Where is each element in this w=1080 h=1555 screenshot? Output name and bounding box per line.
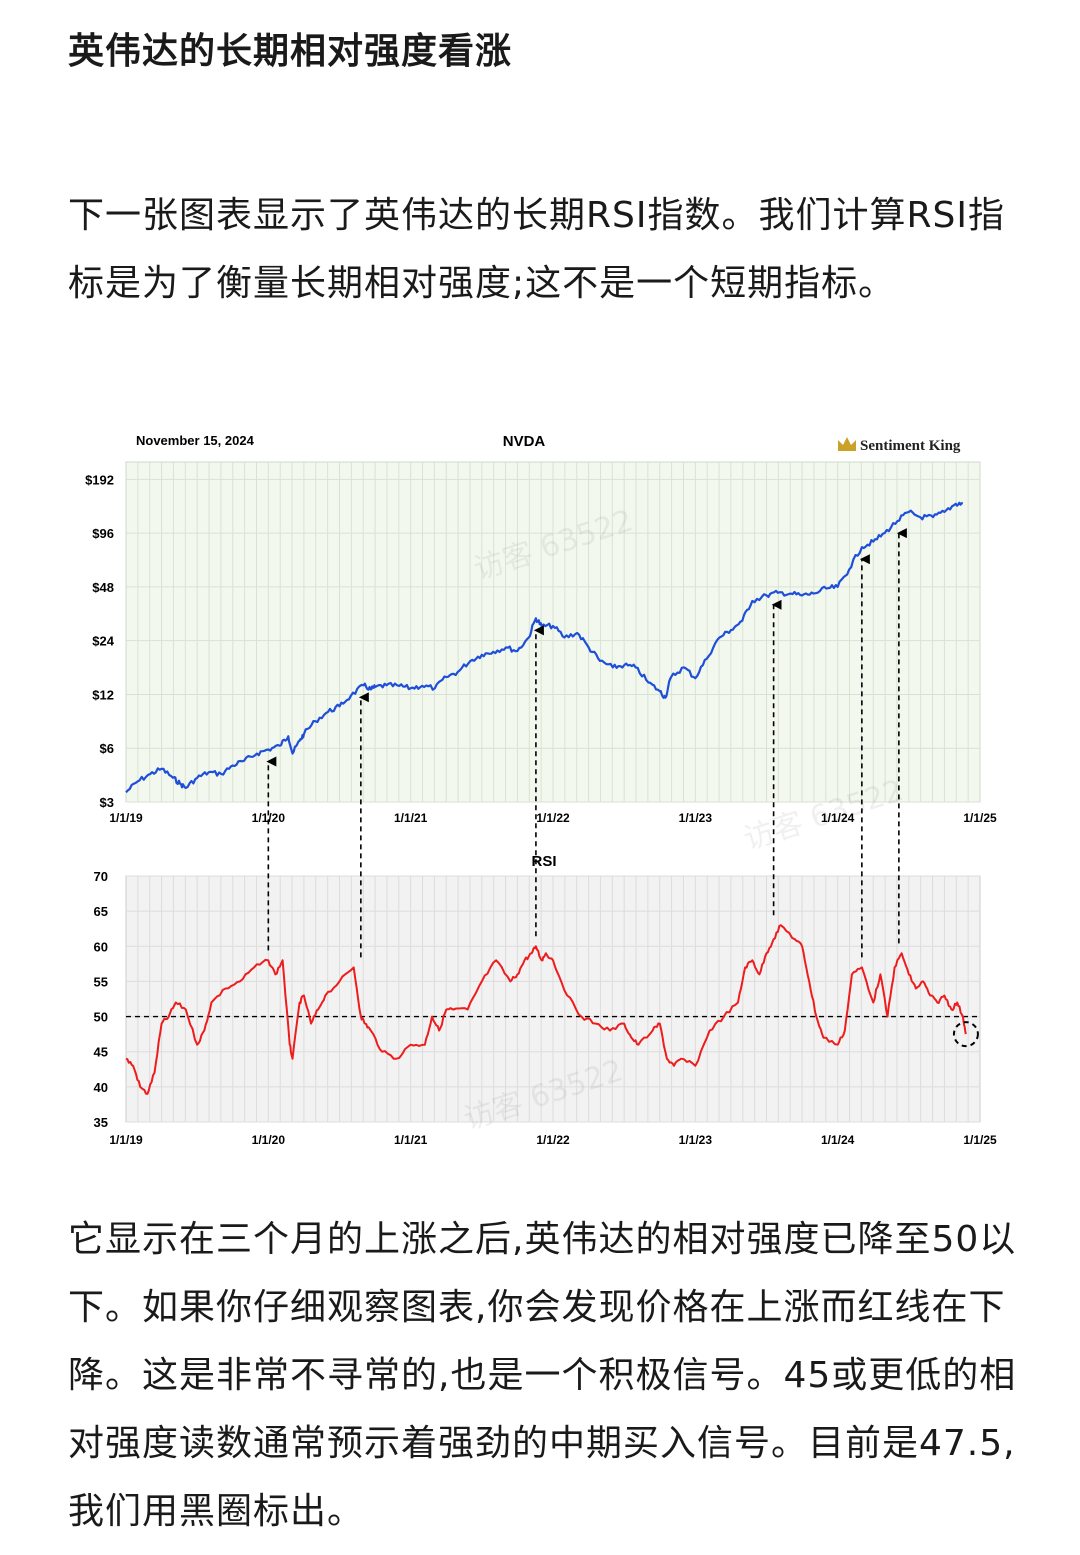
intro-paragraph: 下一张图表显示了英伟达的长期RSI指数。我们计算RSI指标是为了衡量长期相对强度… [68, 195, 1005, 304]
rsi-x-axis: 1/1/19 1/1/20 1/1/21 1/1/22 1/1/23 1/1/24 1/1/… [109, 1133, 997, 1147]
price-y-tick-label: $3 [100, 795, 114, 810]
rsi-x-tick-label: 1/1/24 [821, 1133, 855, 1147]
price-x-tick-label: 1/1/21 [394, 811, 428, 825]
rsi-y-tick-label: 60 [94, 939, 108, 954]
conclusion-paragraph: 它显示在三个月的上涨之后,英伟达的相对强度已降至50以下。如果你仔细观察图表,你… [68, 1219, 1017, 1532]
rsi-y-tick-label: 40 [94, 1080, 108, 1095]
price-x-axis: 1/1/19 1/1/20 1/1/21 1/1/22 1/1/23 1/1/24 1/1/… [109, 811, 997, 825]
divergence-arrows [266, 528, 907, 958]
rsi-y-tick-label: 70 [94, 869, 108, 884]
chart-svg: November 15, 2024 NVDA Sentiment King $3… [85, 433, 997, 1147]
rsi-x-tick-label: 1/1/23 [679, 1133, 713, 1147]
rsi-y-tick-label: 65 [94, 904, 108, 919]
price-x-tick-label: 1/1/25 [963, 811, 997, 825]
price-y-tick-label: $12 [92, 687, 114, 702]
rsi-x-tick-label: 1/1/20 [252, 1133, 286, 1147]
price-y-tick-label: $192 [85, 472, 114, 487]
rsi-y-tick-label: 45 [94, 1045, 108, 1060]
price-y-tick-label: $96 [92, 526, 114, 541]
rsi-x-tick-label: 1/1/25 [963, 1133, 997, 1147]
rsi-title: RSI [531, 853, 556, 870]
rsi-y-tick-label: 35 [94, 1115, 108, 1130]
chart-title: NVDA [503, 433, 546, 450]
rsi-series-line [125, 924, 967, 1095]
price-series-line [125, 501, 963, 794]
brand-label: Sentiment King [860, 438, 961, 454]
rsi-x-tick-label: 1/1/19 [109, 1133, 143, 1147]
price-y-tick-label: $48 [92, 580, 114, 595]
rsi-x-tick-label: 1/1/22 [536, 1133, 570, 1147]
price-y-tick-label: $6 [100, 741, 114, 756]
price-x-tick-label: 1/1/20 [252, 811, 286, 825]
price-y-axis: $3 $6 $12 $24 $48 $96 $192 [85, 472, 115, 810]
current-rsi-circle [952, 1021, 979, 1048]
chart-date-label: November 15, 2024 [136, 433, 255, 448]
rsi-y-tick-label: 55 [94, 974, 108, 989]
nvda-chart-figure: November 15, 2024 NVDA Sentiment King $3… [70, 420, 1010, 1160]
price-x-tick-label: 1/1/23 [679, 811, 713, 825]
price-x-tick-label: 1/1/24 [821, 811, 855, 825]
page-title: 英伟达的长期相对强度看涨 [68, 31, 513, 72]
rsi-y-axis: 35 40 45 50 55 60 65 70 [94, 869, 108, 1130]
price-x-tick-label: 1/1/19 [109, 811, 143, 825]
rsi-x-tick-label: 1/1/21 [394, 1133, 428, 1147]
price-y-tick-label: $24 [92, 634, 114, 649]
crown-icon [838, 437, 856, 451]
price-x-tick-label: 1/1/22 [536, 811, 570, 825]
rsi-y-tick-label: 50 [94, 1010, 108, 1025]
